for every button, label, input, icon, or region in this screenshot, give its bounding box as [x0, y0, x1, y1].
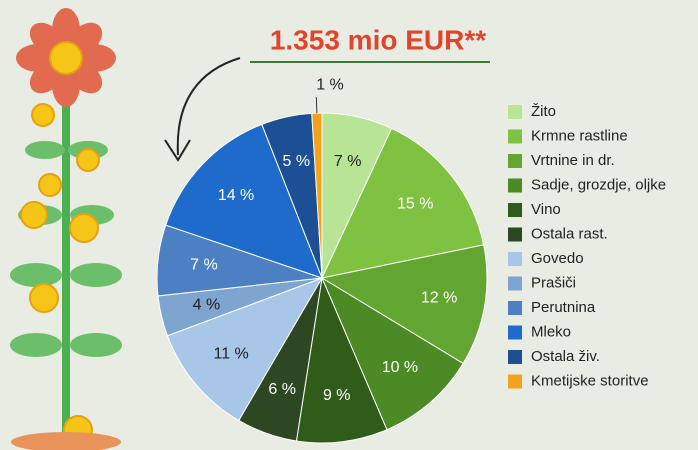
legend-label: Vrtnine in dr.	[531, 152, 615, 169]
data-label: 1 %	[316, 76, 344, 93]
legend: Žito Krmne rastline Vrtnine in dr. Sadje, g…	[508, 103, 666, 389]
legend-swatch	[508, 350, 522, 364]
legend-label: Ostala rast.	[531, 225, 608, 242]
data-label: 12 %	[421, 289, 457, 306]
arrow-head	[164, 139, 191, 162]
legend-label: Kmetijske storitve	[531, 372, 649, 389]
legend-swatch	[508, 203, 522, 217]
pie-slice	[321, 127, 485, 279]
data-label: 14 %	[218, 187, 254, 204]
data-label: 7 %	[334, 153, 362, 170]
legend-label: Govedo	[531, 250, 584, 267]
legend-swatch	[508, 252, 522, 266]
legend-swatch	[508, 301, 522, 315]
data-label: 7 %	[190, 256, 218, 273]
legend-swatch	[508, 154, 522, 168]
arrow	[176, 57, 241, 156]
legend-swatch	[508, 227, 522, 242]
legend-swatch	[508, 325, 522, 340]
legend-label: Sadje, grozdje, oljke	[531, 176, 666, 193]
legend-label: Perutnina	[531, 299, 596, 316]
legend-swatch	[508, 178, 522, 193]
chart-title: 1.353 mio EUR**	[270, 24, 486, 55]
legend-label: Žito	[531, 103, 556, 120]
legend-label: Vino	[531, 201, 561, 218]
pie-slice	[165, 123, 323, 279]
pie-slice	[295, 276, 388, 444]
legend-swatch	[508, 129, 522, 144]
data-label: 9 %	[323, 387, 351, 404]
legend-swatch	[508, 105, 522, 119]
legend-label: Ostala živ.	[531, 348, 600, 365]
flower-decoration	[10, 8, 122, 450]
legend-label: Krmne rastline	[531, 127, 628, 144]
data-label: 5 %	[283, 153, 311, 170]
pie: 7 % 15 % 12 % 10 % 9 % 6 % 11 % 4 % 7 % 14 % 5 % 1 …	[156, 76, 488, 444]
data-label: 6 %	[268, 381, 296, 398]
data-label: 15 %	[397, 196, 433, 213]
legend-swatch	[508, 276, 522, 291]
legend-label: Mleko	[531, 323, 571, 340]
data-label: 10 %	[382, 359, 418, 376]
data-label: 4 %	[193, 297, 221, 314]
pie-slice	[320, 244, 488, 365]
pie-slice	[320, 276, 464, 431]
pie-slice	[166, 277, 324, 422]
legend-label: Prašiči	[531, 274, 576, 291]
data-label: 11 %	[213, 346, 248, 363]
legend-swatch	[508, 374, 522, 389]
